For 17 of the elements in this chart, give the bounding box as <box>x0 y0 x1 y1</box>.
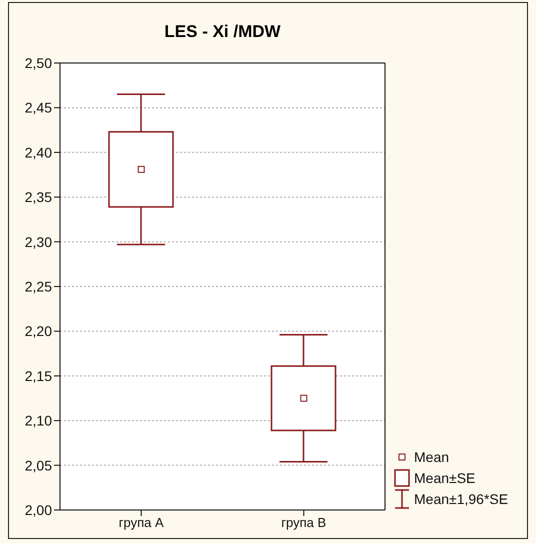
text: Mean±1,96*SE <box>414 490 508 506</box>
y-tick-label: 2,35 <box>24 189 52 206</box>
y-tick-label: 2,05 <box>24 457 52 474</box>
y-tick-label: 2,40 <box>24 144 52 160</box>
y-tick-label: 2,15 <box>24 368 52 384</box>
text: Mean <box>414 448 450 464</box>
y-tick-label: 2,30 <box>24 234 52 250</box>
text: Mean±SE <box>414 470 476 486</box>
y-tick-label: 2,45 <box>24 100 52 116</box>
y-tick-label: 2,25 <box>24 278 52 294</box>
y-tick-label: 2,10 <box>24 412 52 429</box>
y-tick-label: 2,20 <box>24 323 52 340</box>
x-tick-label: група В <box>281 515 326 530</box>
x-tick-label: група А <box>118 515 164 530</box>
chart-title: LES - Xi /MDW <box>163 22 282 42</box>
y-tick-label: 2,00 <box>24 502 52 518</box>
y-tick-label: 2,50 <box>24 54 52 71</box>
